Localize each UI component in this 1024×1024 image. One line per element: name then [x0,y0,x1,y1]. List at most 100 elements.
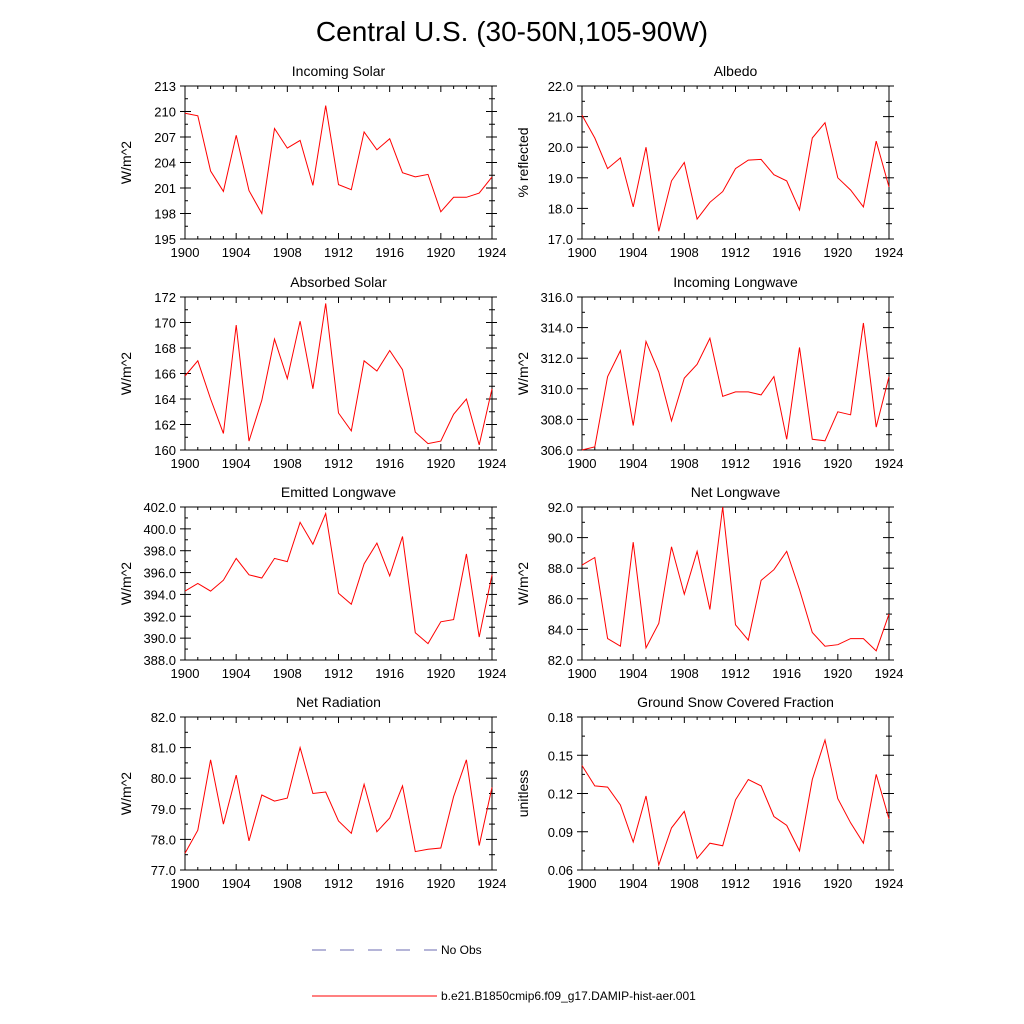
panel-title: Albedo [714,63,758,79]
y-tick-label: 0.18 [548,710,573,725]
chart-panel: Net Radiation W/m^2 1900 1904 1908 1912 1916 19… [118,694,506,891]
x-tick-label: 1904 [619,245,648,260]
y-tick-label: 312.0 [540,351,573,366]
series-line [581,322,890,451]
x-tick-label: 1924 [875,245,904,260]
y-tick-label: 19.0 [548,171,573,186]
plot-frame [184,296,493,451]
series-line [184,105,493,216]
y-tick-label: 88.0 [548,561,573,576]
y-tick-label: 392.0 [143,609,176,624]
x-tick-label: 1916 [375,456,404,471]
x-tick-label: 1916 [772,245,801,260]
y-tick-label: 172 [154,290,176,305]
y-tick-label: 77.0 [151,863,176,878]
x-tick-label: 1900 [568,876,597,891]
y-tick-label: 306.0 [540,443,573,458]
series-line [581,738,890,867]
x-tick-label: 1904 [619,666,648,681]
panel-title: Emitted Longwave [281,484,396,500]
x-tick-label: 1912 [721,245,750,260]
y-axis-label: W/m^2 [118,772,134,815]
x-tick-label: 1924 [875,456,904,471]
chart-panel: Incoming Longwave W/m^2 1900 1904 1908 1912 19… [515,274,903,471]
y-tick-label: 198 [154,207,176,222]
y-tick-label: 314.0 [540,321,573,336]
panel-title: Ground Snow Covered Fraction [637,694,834,710]
series-line [184,303,493,446]
legend: No Obs b.e21.B1850cmip6.f09_g17.DAMIP-hi… [312,943,696,1003]
series-line [184,511,493,645]
x-tick-label: 1924 [478,456,507,471]
y-axis-label: W/m^2 [118,352,134,395]
y-tick-label: 160 [154,443,176,458]
x-tick-label: 1904 [222,876,251,891]
x-tick-label: 1900 [568,666,597,681]
x-tick-label: 1904 [222,456,251,471]
x-tick-label: 1920 [426,456,455,471]
y-tick-label: 164 [154,392,176,407]
y-axis-label: W/m^2 [118,562,134,605]
x-tick-label: 1908 [273,456,302,471]
x-tick-label: 1900 [171,666,200,681]
y-tick-label: 81.0 [151,741,176,756]
y-tick-label: 201 [154,181,176,196]
panel-title: Net Longwave [691,484,781,500]
x-tick-label: 1908 [273,666,302,681]
chart-panel: Absorbed Solar W/m^2 1900 1904 1908 1912 1916 1… [118,274,506,471]
y-tick-label: 402.0 [143,500,176,515]
chart-panel: Net Longwave W/m^2 1900 1904 1908 1912 1916 192… [515,484,903,681]
plot-frame [184,506,493,661]
y-tick-label: 400.0 [143,522,176,537]
x-tick-label: 1904 [222,666,251,681]
y-tick-label: 308.0 [540,412,573,427]
x-tick-label: 1920 [823,666,852,681]
y-tick-label: 80.0 [151,771,176,786]
chart-panel: Incoming Solar W/m^2 1900 1904 1908 1912 1916 1… [118,63,506,260]
x-tick-label: 1924 [478,876,507,891]
y-tick-label: 17.0 [548,232,573,247]
x-tick-label: 1916 [772,666,801,681]
y-tick-label: 92.0 [548,500,573,515]
y-tick-label: 390.0 [143,631,176,646]
x-tick-label: 1912 [721,456,750,471]
x-tick-label: 1920 [426,245,455,260]
plot-frame [184,85,493,240]
x-tick-label: 1904 [619,876,648,891]
y-tick-label: 90.0 [548,531,573,546]
y-tick-label: 20.0 [548,140,573,155]
x-tick-label: 1908 [670,245,699,260]
panel-title: Net Radiation [296,694,381,710]
y-tick-label: 394.0 [143,587,176,602]
x-tick-label: 1912 [324,876,353,891]
y-tick-label: 0.09 [548,825,573,840]
x-tick-label: 1916 [375,876,404,891]
y-tick-label: 316.0 [540,290,573,305]
figure-title: Central U.S. (30-50N,105-90W) [316,16,708,47]
y-axis-label: unitless [515,770,531,817]
x-tick-label: 1924 [875,876,904,891]
chart-panel: Emitted Longwave W/m^2 1900 1904 1908 1912 191… [118,484,506,681]
x-tick-label: 1920 [823,245,852,260]
x-tick-label: 1912 [324,245,353,260]
series-line [581,114,890,232]
x-tick-label: 1908 [670,666,699,681]
y-tick-label: 310.0 [540,382,573,397]
y-tick-label: 210 [154,105,176,120]
panel-title: Incoming Solar [292,63,386,79]
y-tick-label: 162 [154,418,176,433]
chart-panel: Ground Snow Covered Fraction unitless 1900… [515,694,903,891]
y-tick-label: 0.15 [548,748,573,763]
panel-title: Incoming Longwave [673,274,798,290]
y-tick-label: 0.06 [548,863,573,878]
legend-run-label: b.e21.B1850cmip6.f09_g17.DAMIP-hist-aer.… [441,989,696,1003]
y-tick-label: 79.0 [151,802,176,817]
plot-frame [581,85,890,240]
series-line [184,745,493,854]
x-tick-label: 1916 [772,876,801,891]
chart-panel: Albedo % reflected 1900 1904 1908 1912 1916 192… [515,63,903,260]
series-line [581,506,890,652]
y-tick-label: 21.0 [548,110,573,125]
y-axis-label: W/m^2 [515,352,531,395]
plot-frame [581,296,890,451]
